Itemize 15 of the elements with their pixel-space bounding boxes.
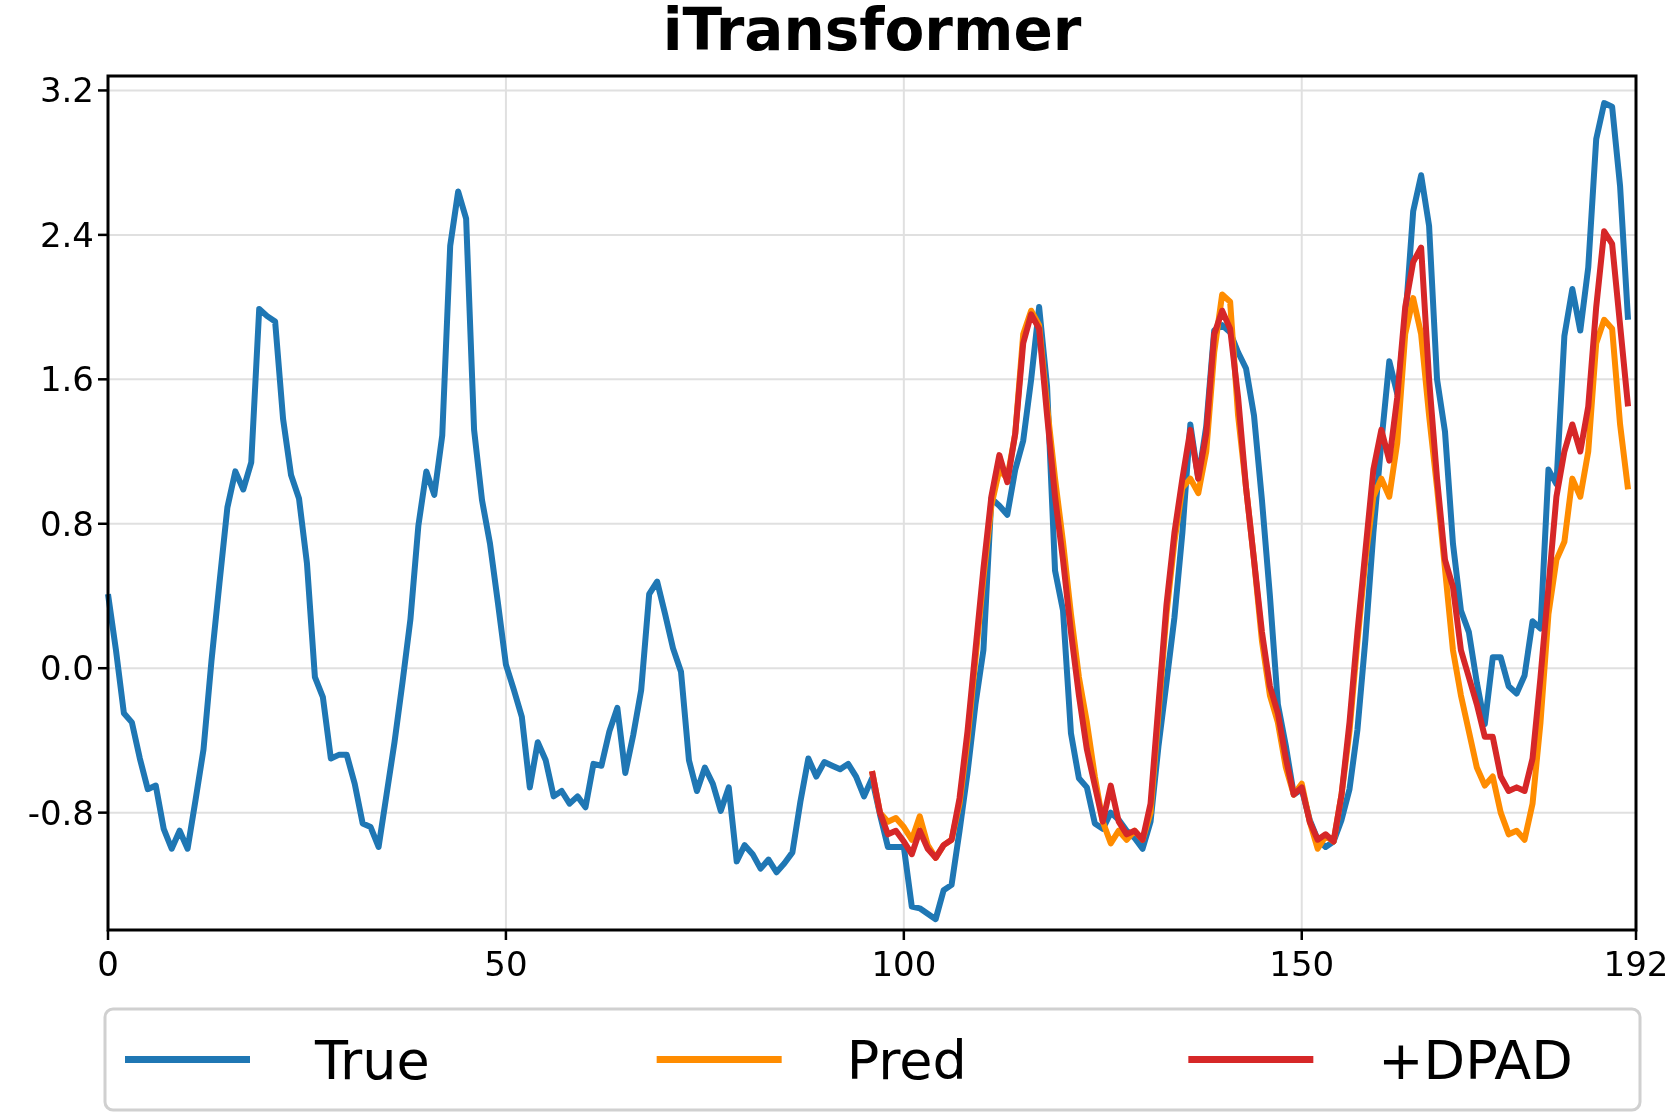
chart-title: iTransformer (662, 0, 1082, 64)
x-tick-label: 192 (1603, 944, 1669, 984)
x-tick-label: 100 (871, 944, 937, 984)
y-tick-label: 1.6 (39, 359, 94, 400)
x-tick-label: 150 (1269, 944, 1335, 984)
x-tick-label: 50 (484, 944, 528, 984)
legend-label: Pred (846, 1028, 967, 1092)
legend-label: +DPAD (1378, 1028, 1573, 1092)
y-tick-label: -0.8 (27, 792, 94, 833)
y-tick-label: 3.2 (39, 70, 94, 111)
y-tick-label: 0.0 (39, 648, 94, 689)
y-tick-label: 2.4 (39, 214, 94, 255)
x-tick-label: 0 (97, 944, 119, 984)
legend-label: True (314, 1028, 430, 1092)
y-tick-label: 0.8 (39, 503, 94, 544)
